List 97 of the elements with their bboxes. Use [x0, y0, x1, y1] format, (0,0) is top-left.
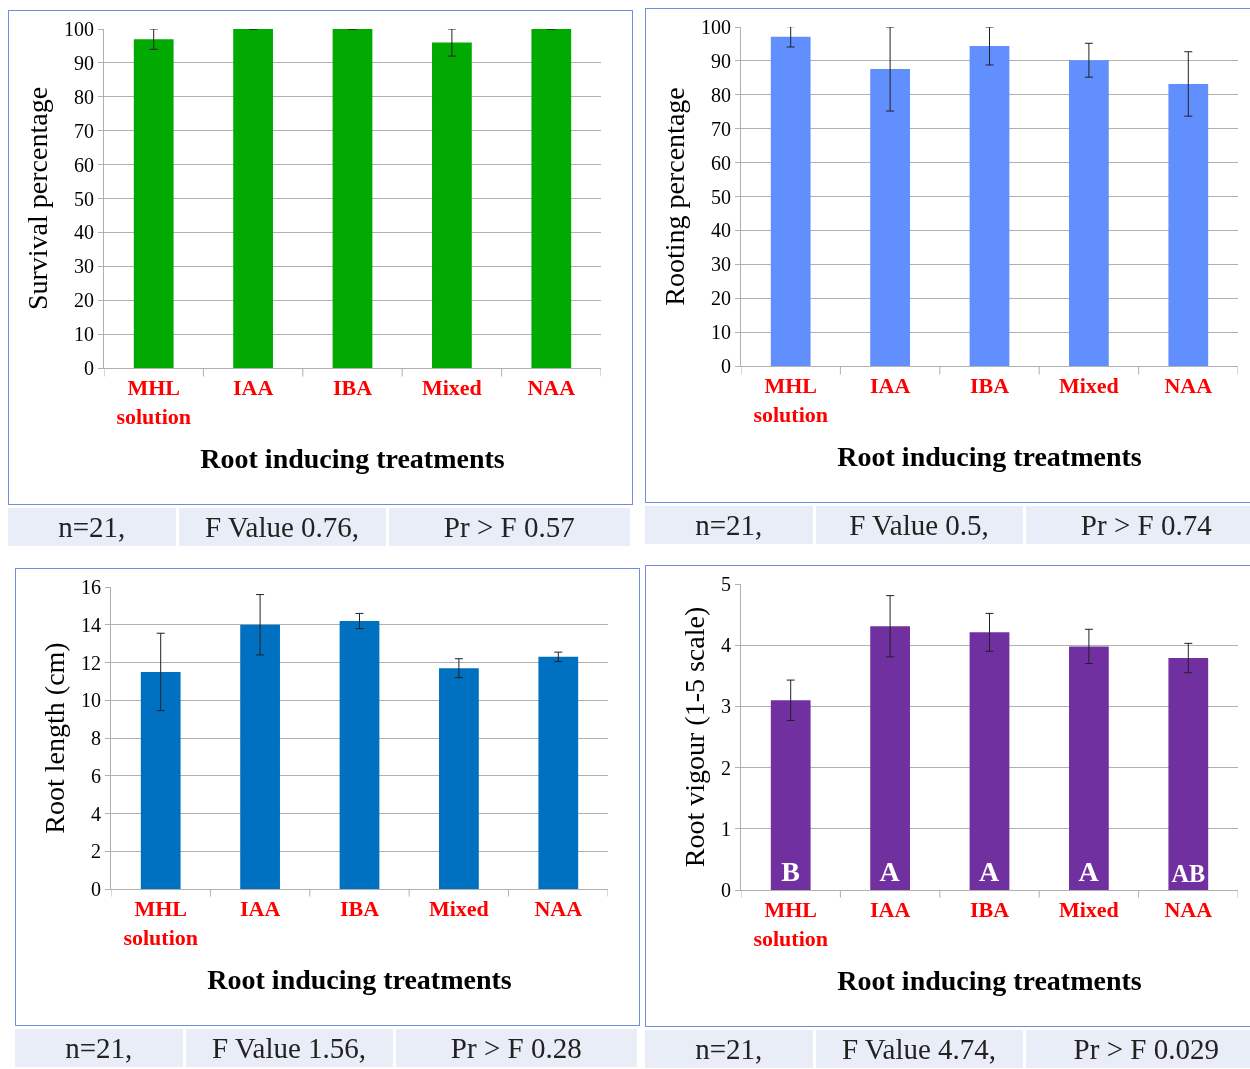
- bar: [770, 700, 811, 890]
- bar: [1069, 646, 1109, 890]
- x-tick-label: NAA: [1164, 897, 1213, 923]
- y-tick-label: 12: [81, 651, 101, 674]
- x-axis-title: Root inducing treatments: [837, 441, 1142, 473]
- y-tick-label: 2: [91, 840, 101, 863]
- x-tick-label: Mixed: [421, 375, 482, 401]
- y-tick-label: 4: [721, 634, 731, 657]
- y-tick-label: 100: [701, 16, 731, 38]
- data-label: A: [879, 856, 901, 887]
- y-tick-label: 60: [74, 153, 94, 176]
- y-tick-label: 6: [91, 764, 101, 787]
- y-tick-label: 1: [721, 817, 731, 840]
- text: F Value 0.5,: [815, 506, 1023, 544]
- x-tick-label: IAA: [232, 375, 274, 401]
- x-tick-label: NAA: [1164, 373, 1213, 399]
- bar: [439, 668, 479, 889]
- bar: [870, 626, 910, 890]
- text: Pr > F 0.029: [1025, 1030, 1250, 1068]
- y-tick-label: 20: [74, 289, 94, 312]
- y-tick-label: 50: [711, 185, 731, 208]
- bar: [339, 620, 380, 889]
- text: n=21,: [645, 1030, 813, 1068]
- y-tick-label: 70: [74, 119, 94, 142]
- text: n=21,: [645, 506, 813, 544]
- text: F Value 0.76,: [178, 508, 386, 546]
- y-tick-label: 14: [81, 613, 101, 636]
- y-tick-label: 40: [711, 219, 731, 242]
- x-tick-label: MHL solution: [753, 897, 828, 951]
- y-tick-label: 40: [74, 221, 94, 244]
- y-tick-label: 50: [74, 187, 94, 210]
- text: F Value 4.74,: [815, 1030, 1023, 1068]
- text: Pr > F 0.28: [395, 1029, 637, 1067]
- bar: [1069, 60, 1109, 366]
- bar: [969, 632, 1010, 890]
- x-axis-title: Root inducing treatments: [837, 965, 1142, 997]
- x-tick-label: NAA: [534, 896, 583, 922]
- y-tick-label: 30: [711, 253, 731, 276]
- y-tick-label: 10: [81, 689, 101, 712]
- y-tick-label: 0: [721, 879, 731, 901]
- bar: [770, 36, 811, 366]
- y-tick-label: 30: [74, 255, 94, 278]
- bar: [1168, 83, 1209, 366]
- y-tick-label: 8: [91, 727, 101, 749]
- x-tick-label: IAA: [869, 373, 911, 399]
- y-tick-label: 2: [721, 756, 731, 779]
- text: n=21,: [8, 508, 176, 546]
- x-tick-label: IBA: [969, 897, 1010, 923]
- y-tick-label: 0: [84, 357, 94, 379]
- text: Pr > F 0.57: [388, 508, 630, 546]
- data-label: B: [781, 856, 801, 887]
- y-tick-label: 0: [91, 878, 101, 900]
- x-tick-label: MHL solution: [116, 375, 191, 429]
- y-tick-label: 16: [81, 576, 101, 598]
- y-tick-label: 3: [721, 695, 731, 718]
- y-tick-label: 10: [74, 323, 94, 346]
- x-tick-label: IBA: [332, 375, 373, 401]
- y-tick-label: 5: [721, 573, 731, 595]
- bar: [1168, 658, 1209, 890]
- x-tick-label: Mixed: [1058, 897, 1119, 923]
- y-tick-label: 80: [74, 85, 94, 108]
- bar: [870, 69, 910, 366]
- y-tick-label: 60: [711, 151, 731, 174]
- text: Pr > F 0.74: [1025, 506, 1250, 544]
- data-label: AB: [1171, 859, 1206, 887]
- x-tick-label: IAA: [239, 896, 281, 922]
- data-label: A: [1078, 856, 1100, 887]
- y-tick-label: 0: [721, 355, 731, 377]
- y-axis-title: Root vigour (1-5 scale): [678, 606, 710, 868]
- y-tick-label: 70: [711, 117, 731, 140]
- x-tick-label: Mixed: [428, 896, 489, 922]
- bar: [538, 656, 579, 889]
- x-axis-title: Root inducing treatments: [207, 964, 512, 996]
- y-tick-label: 80: [711, 83, 731, 106]
- text: n=21,: [15, 1029, 183, 1067]
- y-tick-label: 100: [64, 18, 94, 40]
- y-axis-title: Root length (cm): [38, 642, 70, 834]
- x-tick-label: NAA: [527, 375, 576, 401]
- y-tick-label: 4: [91, 802, 101, 825]
- x-tick-label: IBA: [339, 896, 380, 922]
- y-tick-label: 90: [711, 49, 731, 72]
- bar: [140, 671, 181, 889]
- y-tick-label: 90: [74, 51, 94, 74]
- bar: [240, 624, 280, 889]
- data-label: A: [979, 856, 1000, 887]
- text: F Value 1.56,: [185, 1029, 393, 1067]
- y-tick-label: 20: [711, 287, 731, 310]
- x-tick-label: IBA: [969, 373, 1010, 399]
- x-tick-label: MHL solution: [123, 896, 198, 950]
- x-tick-label: MHL solution: [753, 373, 828, 427]
- x-axis-title: Root inducing treatments: [200, 443, 505, 475]
- y-axis-title: Survival percentage: [21, 86, 53, 311]
- y-tick-label: 10: [711, 321, 731, 344]
- x-tick-label: IAA: [869, 897, 911, 923]
- y-axis-title: Rooting percentage: [658, 87, 690, 306]
- x-tick-label: Mixed: [1058, 373, 1119, 399]
- bar: [969, 45, 1010, 366]
